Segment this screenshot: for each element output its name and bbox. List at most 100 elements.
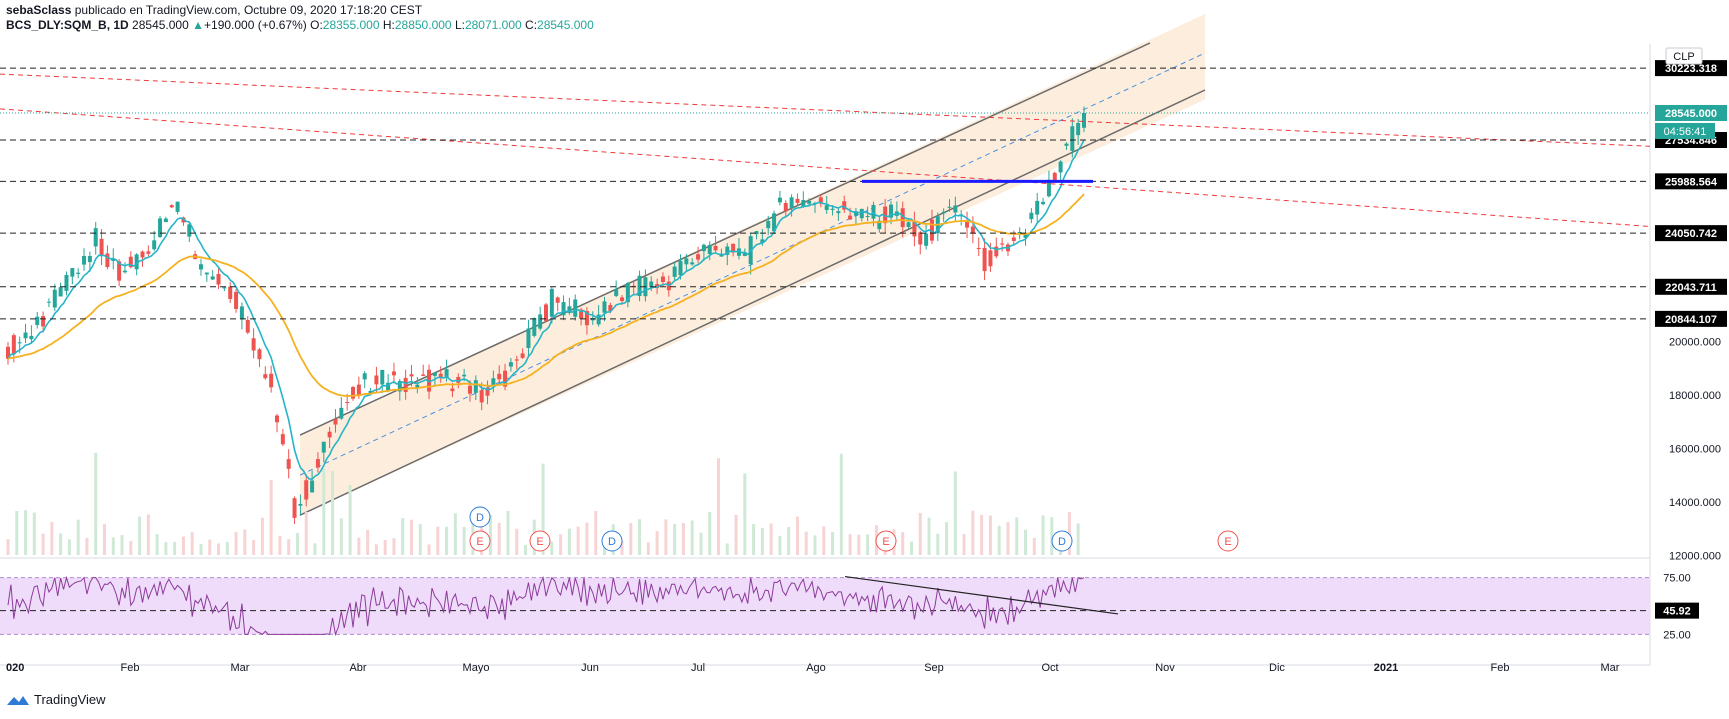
volume-bar	[190, 532, 194, 555]
candle-body	[11, 335, 16, 354]
candle-body	[251, 338, 256, 351]
countdown-label: 04:56:41	[1664, 126, 1707, 138]
candle-body	[725, 246, 730, 255]
earnings-marker-label: E	[476, 536, 483, 548]
x-tick-label: Mayo	[463, 662, 490, 674]
volume-bar	[401, 518, 405, 555]
candle-body	[1041, 201, 1046, 205]
candle-body	[783, 202, 788, 212]
rsi-tick-label: 75.00	[1663, 573, 1691, 585]
candle-body	[163, 218, 168, 223]
candle-body	[456, 376, 461, 383]
x-tick-label: Sep	[924, 662, 944, 674]
candle-body	[760, 239, 765, 244]
volume-bar	[909, 541, 913, 555]
volume-bar	[462, 526, 466, 555]
candle-body	[228, 286, 233, 299]
candle-body	[538, 314, 543, 329]
candle-body	[608, 305, 613, 311]
candle-body	[368, 390, 373, 394]
volume-bar	[120, 535, 124, 555]
axes: 20000.000 18000.000 16000.000 14000.000 1200…	[6, 336, 1721, 674]
author-name[interactable]: sebaSclass	[6, 3, 72, 17]
rsi-line	[7, 575, 1085, 637]
candle-body	[801, 200, 806, 207]
candle-body	[982, 247, 987, 272]
volume-bar	[866, 534, 870, 555]
candle-body	[391, 371, 396, 376]
currency-label: CLP	[1673, 51, 1694, 63]
candle-body	[187, 224, 192, 237]
candle-body	[87, 256, 92, 263]
level-label: 24050.742	[1665, 228, 1717, 240]
rsi-trendline	[844, 575, 1119, 615]
candle-body	[707, 244, 712, 254]
candle-body	[76, 272, 81, 274]
candle-body	[976, 247, 981, 249]
volume-bar	[839, 453, 843, 555]
candle-body	[736, 248, 741, 256]
candle-body	[1076, 123, 1081, 136]
price-channel[interactable]	[299, 13, 1206, 516]
candle-body	[672, 266, 677, 277]
volume-bar	[445, 526, 449, 555]
event-markers[interactable]: E E E EDD D	[469, 506, 1239, 552]
x-tick-label: Oct	[1041, 662, 1058, 674]
x-tick-label: Mar	[231, 662, 250, 674]
candle-body	[23, 332, 28, 339]
currency-badge	[1665, 47, 1703, 65]
horizontal-levels[interactable]: 30223.31827534.84625988.56424050.7422204…	[0, 47, 1727, 327]
candle-body	[1052, 172, 1057, 182]
candle-body	[970, 226, 975, 234]
high-value: 28850.000	[394, 18, 452, 32]
volume-bar	[252, 540, 256, 555]
candle-body	[245, 320, 250, 333]
candle-body	[386, 382, 391, 391]
candle-body	[345, 402, 350, 404]
candle-body	[1035, 200, 1040, 215]
volume-bar	[304, 511, 308, 555]
volume-bar	[857, 534, 861, 555]
candle-body	[1000, 243, 1005, 245]
level-label: 30223.318	[1665, 63, 1717, 75]
close-label: C:	[525, 18, 538, 32]
candle-body	[655, 284, 660, 289]
candle-body	[146, 251, 151, 254]
volume-bar	[199, 543, 203, 555]
volume-bar	[822, 526, 826, 555]
candle-body	[82, 255, 87, 265]
volume-bar	[760, 527, 764, 555]
brand-label[interactable]: TradingView	[34, 692, 106, 707]
candle-body	[924, 233, 929, 246]
volume-bar	[567, 528, 571, 555]
candle-body	[327, 431, 332, 438]
earnings-marker	[529, 530, 551, 552]
tradingview-logo-icon	[7, 695, 29, 705]
candle-body	[462, 374, 467, 377]
volume-bar	[699, 532, 703, 555]
x-tick-label: Abr	[349, 662, 366, 674]
candle-body	[17, 342, 22, 344]
candle-body	[555, 297, 560, 303]
volume-bar	[15, 510, 19, 555]
candle-body	[614, 289, 619, 296]
candle-body	[1082, 112, 1086, 128]
volume-bar	[67, 539, 71, 555]
candle-body	[678, 260, 683, 276]
candle-body	[497, 373, 502, 380]
volume-bar	[550, 541, 554, 555]
candle-body	[795, 198, 800, 203]
candle-body	[1011, 237, 1016, 241]
candle-body	[941, 211, 946, 214]
earnings-marker-label: E	[536, 536, 543, 548]
volume-bar	[725, 543, 729, 555]
candle-body	[198, 264, 203, 270]
candle-body	[473, 380, 478, 393]
earnings-marker-label: E	[882, 536, 889, 548]
volume-bar	[339, 518, 343, 555]
candle-body	[117, 261, 122, 281]
volume-bar	[980, 514, 984, 555]
moving-averages	[7, 139, 1085, 481]
level-label: 20844.107	[1665, 314, 1717, 326]
